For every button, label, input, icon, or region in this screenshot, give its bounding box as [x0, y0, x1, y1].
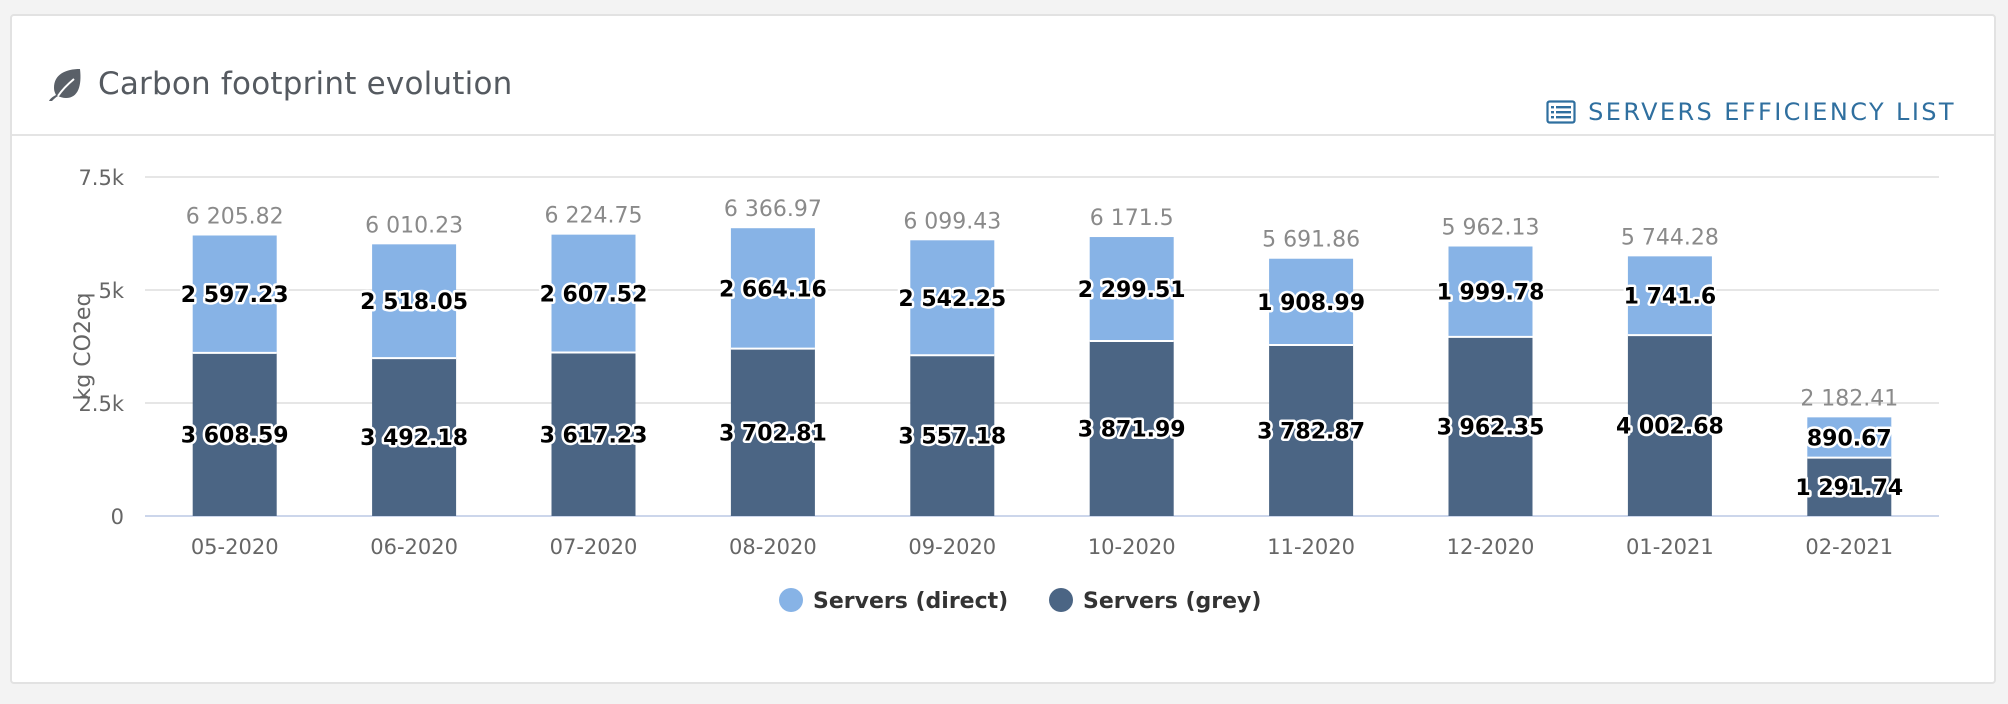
bar-servers-direct [1807, 417, 1892, 458]
bar-servers-grey [1269, 345, 1354, 516]
title-group: Carbon footprint evolution [46, 66, 512, 102]
bar-servers-grey [551, 352, 636, 516]
bar-servers-direct [910, 240, 995, 356]
bar-servers-grey [1627, 335, 1712, 516]
data-label-servers-grey: 3 557.18 [898, 425, 1006, 450]
data-label-total: 2 182.41 [1800, 386, 1898, 411]
bar-servers-direct [372, 244, 457, 359]
data-label-servers-direct: 1 741.6 [1624, 285, 1717, 310]
data-label-servers-grey: 3 492.18 [360, 426, 468, 451]
bar-servers-grey [1807, 457, 1892, 516]
axis-layer: 0 2.5k 5k 7.5k kg CO2eq 05-2020 06-2020 07-2020… [71, 166, 1893, 559]
legend-marker [779, 588, 803, 612]
data-label-servers-direct: 2 664.16 [719, 277, 827, 302]
bar-servers-grey [1448, 336, 1533, 516]
data-label-servers-direct: 2 542.25 [898, 287, 1006, 312]
bar-servers-grey [1089, 340, 1174, 516]
data-label-total: 6 010.23 [365, 213, 463, 238]
bar-servers-grey [730, 348, 815, 516]
y-tick-label: 7.5k [78, 166, 124, 190]
data-label-servers-direct: 1 908.99 [1257, 291, 1365, 316]
bar-servers-direct [1269, 258, 1354, 346]
bars-layer [192, 228, 1892, 516]
bar-servers-direct [1089, 237, 1174, 341]
data-label-servers-direct: 2 597.23 [181, 283, 289, 308]
x-tick-label: 10-2020 [1088, 535, 1176, 559]
y-tick-label: 0 [111, 505, 124, 529]
bar-servers-direct [1448, 246, 1533, 337]
x-tick-label: 02-2021 [1805, 535, 1893, 559]
data-label-servers-grey: 3 617.23 [540, 423, 648, 448]
data-label-servers-direct: 2 518.05 [360, 290, 468, 315]
bar-servers-grey [372, 358, 457, 516]
x-tick-label: 12-2020 [1447, 535, 1535, 559]
data-label-total: 5 691.86 [1262, 228, 1360, 253]
x-tick-label: 06-2020 [370, 535, 458, 559]
x-tick-label: 08-2020 [729, 535, 817, 559]
bar-servers-direct [1627, 256, 1712, 336]
data-label-servers-grey: 3 962.35 [1437, 415, 1545, 440]
leaf-icon [49, 69, 81, 101]
bar-servers-grey [910, 355, 995, 516]
x-tick-label: 09-2020 [908, 535, 996, 559]
y-axis-title: kg CO2eq [71, 293, 96, 401]
list-icon [1546, 100, 1576, 124]
legend-item[interactable]: Servers (grey) [1049, 588, 1261, 614]
data-label-total: 6 366.97 [724, 197, 822, 222]
bar-servers-direct [551, 234, 636, 353]
legend-layer: Servers (direct) Servers (grey) [779, 588, 1261, 614]
data-label-total: 6 205.82 [186, 204, 284, 229]
page-title: Carbon footprint evolution [98, 66, 513, 102]
legend-label: Servers (direct) [813, 589, 1008, 614]
bar-servers-direct [192, 235, 277, 353]
bar-servers-grey [192, 352, 277, 516]
legend-label: Servers (grey) [1083, 589, 1261, 614]
x-tick-label: 05-2020 [191, 535, 279, 559]
data-label-total: 6 224.75 [545, 204, 643, 229]
y-tick-label: 2.5k [78, 392, 124, 416]
data-label-servers-grey: 3 702.81 [719, 421, 827, 446]
x-tick-label: 11-2020 [1267, 535, 1355, 559]
labels-layer: 3 608.59 2 597.23 6 205.82 3 492.18 2 518.05… [178, 197, 1905, 503]
y-tick-label: 5k [98, 279, 124, 303]
data-label-servers-grey: 3 782.87 [1257, 420, 1365, 445]
servers-efficiency-list-label: SERVERS EFFICIENCY LIST [1588, 98, 1956, 126]
data-label-servers-direct: 1 999.78 [1437, 281, 1545, 306]
stacked-bar-chart: 3 608.59 2 597.23 6 205.82 3 492.18 2 518.05… [71, 166, 1939, 614]
data-label-total: 5 744.28 [1621, 225, 1719, 250]
x-tick-label: 01-2021 [1626, 535, 1714, 559]
data-label-total: 5 962.13 [1442, 216, 1540, 241]
data-label-servers-direct: 2 607.52 [540, 283, 648, 308]
data-label-servers-grey: 3 608.59 [181, 423, 289, 448]
data-label-servers-grey: 1 291.74 [1795, 476, 1903, 501]
card-header: Carbon footprint evolution SERVERS EFFIC… [12, 16, 1994, 136]
x-tick-label: 07-2020 [550, 535, 638, 559]
data-label-servers-direct: 890.67 [1807, 426, 1892, 451]
data-label-servers-direct: 2 299.51 [1078, 278, 1186, 303]
data-label-servers-grey: 3 871.99 [1078, 417, 1186, 442]
chart-card: Carbon footprint evolution SERVERS EFFIC… [10, 14, 1996, 684]
legend-marker [1049, 588, 1073, 612]
servers-efficiency-list-link[interactable]: SERVERS EFFICIENCY LIST [1546, 98, 1956, 126]
data-label-total: 6 171.5 [1090, 206, 1174, 231]
legend-item[interactable]: Servers (direct) [779, 588, 1008, 614]
data-label-total: 6 099.43 [903, 209, 1001, 234]
data-label-servers-grey: 4 002.68 [1616, 415, 1724, 440]
bar-servers-direct [730, 228, 815, 349]
